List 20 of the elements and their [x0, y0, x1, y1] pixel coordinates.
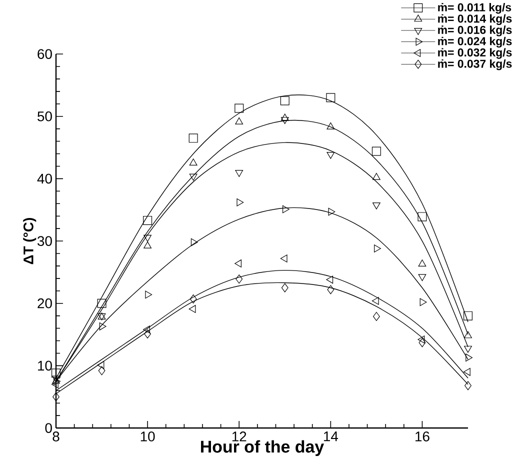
legend-label: ṁ= 0.016 kg/s [438, 26, 512, 36]
y-tick-label: 50 [38, 111, 52, 122]
y-tick-label: 10 [38, 360, 52, 371]
x-axis-title: Hour of the day [201, 440, 324, 456]
x-tick-label: 8 [52, 432, 60, 442]
y-tick-label: 60 [38, 49, 52, 59]
x-tick-label: 10 [140, 432, 155, 442]
x-tick-label: 14 [324, 432, 338, 442]
y-tick-label: 30 [38, 236, 52, 246]
legend-label: ṁ= 0.014 kg/s [438, 14, 512, 25]
legend-label: ṁ= 0.037 kg/s [438, 59, 512, 70]
x-tick-label: 12 [232, 432, 246, 442]
legend-label: ṁ= 0.032 kg/s [438, 48, 512, 59]
legend-label: ṁ= 0.024 kg/s [438, 36, 512, 48]
y-tick-label: 40 [37, 174, 52, 184]
legend-label: ṁ= 0.011 kg/s [438, 2, 512, 14]
x-tick-label: 16 [416, 432, 430, 442]
y-tick-label: 0 [45, 423, 52, 433]
y-axis-title: ΔT (°C) [23, 218, 36, 264]
y-tick-label: 20 [38, 298, 52, 308]
